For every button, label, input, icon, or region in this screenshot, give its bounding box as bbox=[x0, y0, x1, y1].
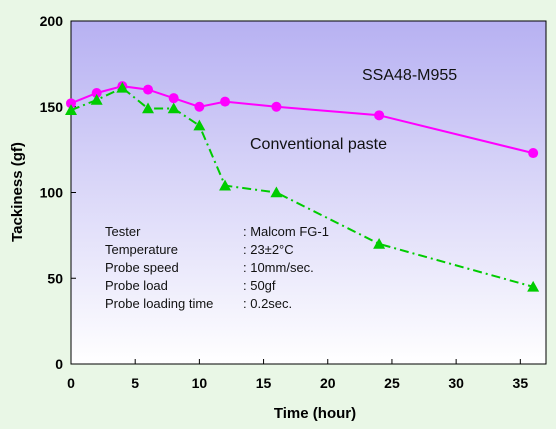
y-tick-label: 0 bbox=[55, 356, 63, 372]
series-label-conventional: Conventional paste bbox=[250, 136, 387, 153]
condition-value: : 0.2sec. bbox=[243, 296, 292, 311]
data-point bbox=[66, 98, 76, 109]
condition-value: : Malcom FG-1 bbox=[243, 224, 329, 239]
x-tick-label: 5 bbox=[131, 375, 139, 391]
data-point bbox=[219, 179, 232, 191]
x-tick-label: 10 bbox=[192, 375, 208, 391]
data-point bbox=[271, 101, 282, 112]
y-axis-title: Tackiness (gf) bbox=[9, 142, 26, 242]
data-point bbox=[528, 148, 539, 159]
data-point bbox=[193, 119, 206, 131]
plot-area bbox=[70, 20, 547, 365]
series-line-1 bbox=[70, 86, 534, 288]
condition-value: : 50gf bbox=[243, 278, 276, 293]
y-tick-label: 50 bbox=[47, 270, 63, 286]
data-point bbox=[168, 93, 179, 104]
condition-label: Temperature bbox=[105, 242, 178, 257]
x-tick-label: 20 bbox=[320, 375, 336, 391]
series-layer bbox=[65, 81, 540, 292]
condition-label: Probe speed bbox=[105, 260, 179, 275]
data-point bbox=[143, 84, 154, 95]
condition-value: : 23±2°C bbox=[243, 242, 294, 257]
condition-label: Tester bbox=[105, 224, 141, 239]
data-point bbox=[91, 88, 102, 99]
x-tick-label: 30 bbox=[448, 375, 464, 391]
series-label-ssa48: SSA48-M955 bbox=[362, 67, 457, 84]
x-tick-label: 25 bbox=[384, 375, 400, 391]
data-point bbox=[90, 93, 103, 105]
y-axis: 0 50 100 150 200 bbox=[40, 13, 76, 372]
data-point bbox=[374, 110, 385, 121]
data-point bbox=[194, 101, 205, 112]
y-tick-label: 150 bbox=[40, 99, 64, 115]
data-point bbox=[116, 81, 129, 93]
condition-value: : 10mm/sec. bbox=[243, 260, 314, 275]
data-point bbox=[167, 102, 180, 114]
condition-label: Probe loading time bbox=[105, 296, 213, 311]
x-tick-label: 0 bbox=[67, 375, 75, 391]
x-axis: 0 5 10 15 20 25 30 35 bbox=[67, 359, 528, 391]
y-tick-label: 100 bbox=[40, 185, 64, 201]
data-point bbox=[270, 186, 283, 198]
condition-label: Probe load bbox=[105, 278, 168, 293]
x-axis-title: Time (hour) bbox=[274, 405, 356, 422]
data-point bbox=[142, 102, 155, 114]
data-point bbox=[527, 280, 540, 292]
test-conditions: Tester : Malcom FG-1 Temperature : 23±2°C Pr… bbox=[105, 224, 329, 311]
data-point bbox=[220, 96, 231, 107]
x-tick-label: 15 bbox=[256, 375, 272, 391]
x-tick-label: 35 bbox=[513, 375, 529, 391]
series-line-0 bbox=[70, 85, 534, 155]
data-point bbox=[65, 104, 77, 115]
y-tick-label: 200 bbox=[40, 13, 64, 29]
data-point bbox=[373, 237, 386, 249]
